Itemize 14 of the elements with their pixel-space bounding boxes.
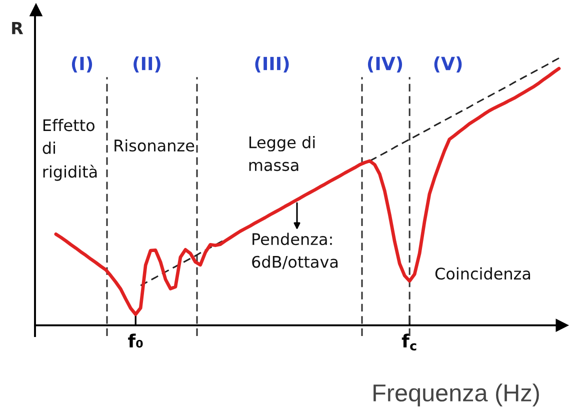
annotation: (III) <box>255 56 289 72</box>
annotation: (IV) <box>368 56 402 72</box>
annotation: Risonanze <box>114 139 194 152</box>
annotation: (V) <box>434 56 462 72</box>
annotation: Effetto di rigidità <box>42 118 97 181</box>
annotation: (I) <box>72 56 92 72</box>
annotation: (II) <box>134 56 160 72</box>
annotation: Pendenza: 6dB/ottava <box>252 232 338 270</box>
x-tick-label: f$_{c}$ <box>402 334 416 351</box>
x-tick-label: f₀ <box>128 334 143 348</box>
x-axis-title: Frequenza (Hz) <box>374 384 539 406</box>
y-axis-title: R <box>12 22 24 34</box>
annotation: Coincidenza <box>435 267 530 280</box>
annotation: Legge di massa <box>249 136 315 172</box>
